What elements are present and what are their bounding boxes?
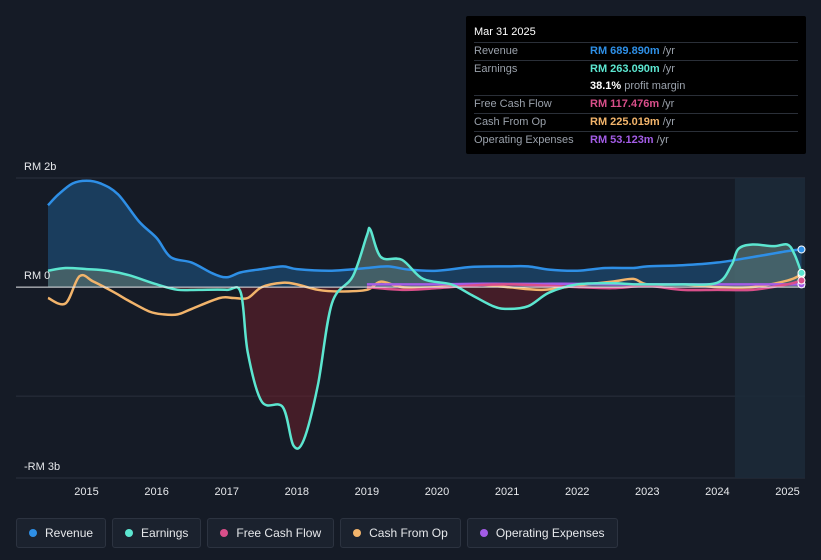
tooltip-unit: /yr (662, 45, 675, 57)
tooltip-label: Revenue (474, 45, 519, 57)
legend-dot-icon (220, 529, 229, 537)
tooltip-label: Earnings (474, 63, 518, 75)
legend-item-revenue[interactable]: Revenue (16, 518, 107, 548)
data-tooltip: Mar 31 2025 Revenue RM 689.890m /yr Earn… (466, 16, 806, 154)
x-tick-label-2019: 2019 (355, 486, 379, 498)
x-tick-label-2025: 2025 (775, 486, 799, 498)
tooltip-label: Operating Expenses (474, 134, 574, 146)
y-axis-label-top: RM 2b (24, 161, 56, 173)
tooltip-label: Free Cash Flow (474, 98, 552, 110)
free-cash-flow-end-point (797, 276, 806, 285)
x-tick-label-2022: 2022 (565, 486, 589, 498)
x-tick-label-2016: 2016 (144, 486, 168, 498)
x-tick-label-2018: 2018 (285, 486, 309, 498)
legend-item-cash-from-op[interactable]: Cash From Op (340, 518, 461, 548)
tooltip-value: RM 263.090m (590, 63, 660, 75)
legend-dot-icon (353, 529, 362, 537)
tooltip-value: RM 117.476m (590, 98, 660, 110)
legend-dot-icon (125, 529, 134, 537)
free-cash-flow-area (366, 280, 802, 291)
x-tick-label-2021: 2021 (495, 486, 519, 498)
cash-from-op-line (47, 273, 803, 317)
x-tick-label-2023: 2023 (635, 486, 659, 498)
tooltip-row-operating-expenses: Operating Expenses RM 53.123m /yr (474, 131, 798, 149)
legend-label: Earnings (141, 526, 189, 540)
tooltip-unit: /yr (662, 116, 675, 128)
tooltip-value: RM 689.890m (590, 45, 660, 57)
legend-item-operating-expenses[interactable]: Operating Expenses (466, 518, 618, 548)
forecast-shade (734, 178, 805, 478)
revenue-line (47, 179, 802, 279)
earnings-end-point (797, 268, 806, 277)
tooltip-row-free-cash-flow: Free Cash Flow RM 117.476m /yr (474, 95, 798, 113)
tooltip-date: Mar 31 2025 (474, 26, 536, 38)
legend-label: Operating Expenses (495, 526, 605, 540)
chart-legend: Revenue Earnings Free Cash Flow Cash Fro… (16, 518, 618, 548)
earnings-positive-area (48, 227, 802, 288)
legend-label: Cash From Op (369, 526, 448, 540)
legend-item-free-cash-flow[interactable]: Free Cash Flow (207, 518, 335, 548)
earnings-line (47, 226, 803, 450)
tooltip-row-profit-margin: 38.1% profit margin (474, 78, 798, 95)
legend-label: Revenue (45, 526, 94, 540)
y-axis-label-bottom: -RM 3b (24, 461, 60, 473)
x-tick-label-2024: 2024 (705, 486, 729, 498)
tooltip-row-cash-from-op: Cash From Op RM 225.019m /yr (474, 113, 798, 131)
tooltip-label: Cash From Op (474, 116, 547, 128)
tooltip-label (474, 78, 590, 95)
tooltip-value: 38.1% (590, 80, 622, 92)
x-tick-label-2015: 2015 (74, 486, 98, 498)
tooltip-unit: /yr (656, 134, 669, 146)
legend-dot-icon (29, 529, 37, 537)
tooltip-value: RM 53.123m (590, 134, 654, 146)
x-tick-label-2020: 2020 (425, 486, 449, 498)
y-axis-label-zero: RM 0 (24, 270, 50, 282)
tooltip-unit: /yr (662, 63, 675, 75)
revenue-end-point (797, 245, 806, 254)
legend-item-earnings[interactable]: Earnings (112, 518, 202, 548)
tooltip-row-revenue: Revenue RM 689.890m /yr (474, 42, 798, 60)
tooltip-row-earnings: Earnings RM 263.090m /yr (474, 60, 798, 78)
tooltip-unit: profit margin (624, 80, 686, 92)
free-cash-flow-line (366, 279, 802, 292)
x-tick-label-2017: 2017 (214, 486, 238, 498)
tooltip-value: RM 225.019m (590, 116, 660, 128)
legend-label: Free Cash Flow (236, 526, 322, 540)
tooltip-unit: /yr (662, 98, 675, 110)
legend-dot-icon (479, 529, 488, 537)
